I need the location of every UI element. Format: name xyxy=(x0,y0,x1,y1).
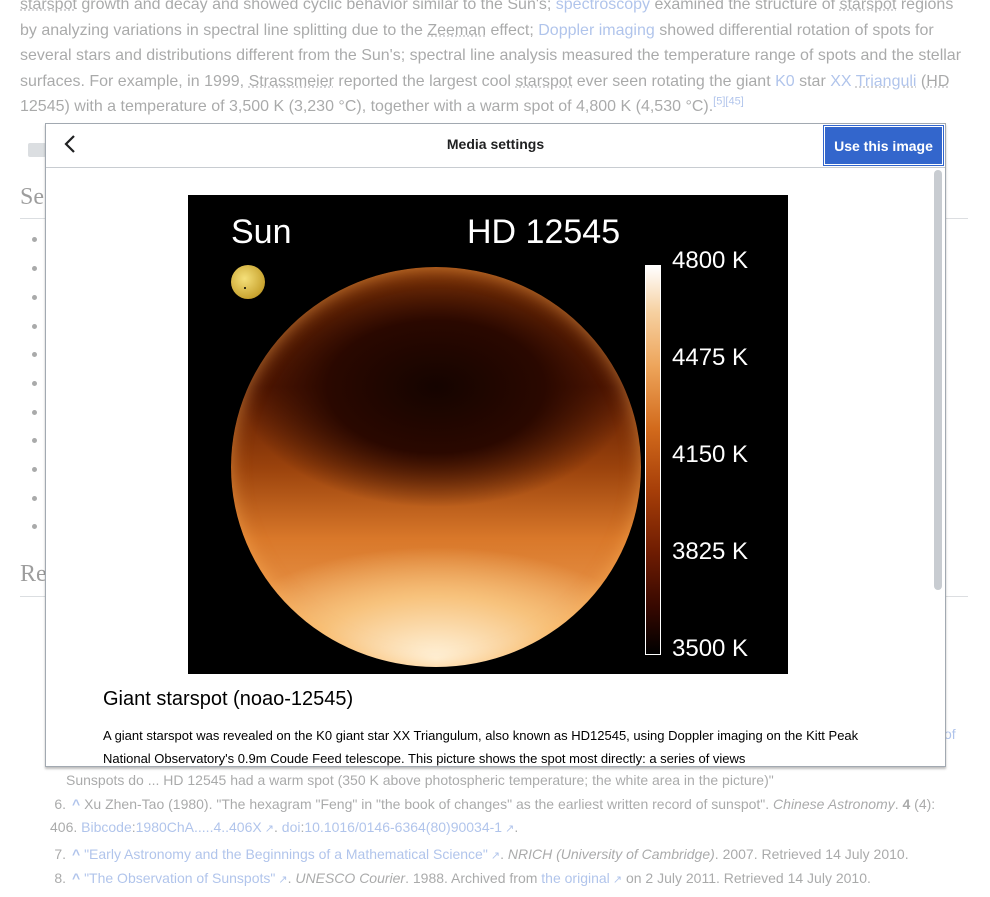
paragraph-text: showed differential rotation of spots fo… xyxy=(20,21,962,90)
list-bullet xyxy=(32,467,37,472)
paragraph-text: ever seen rotating the giant xyxy=(572,72,776,90)
reference-number: 6. xyxy=(54,796,66,812)
article-paragraph: starspot growth and decay and showed cyc… xyxy=(20,0,970,120)
paragraph-text: 12545) with a temperature of 3,500 K (3,… xyxy=(20,98,714,115)
image-placeholder-icon xyxy=(28,143,46,157)
reference-text: Xu Zhen-Tao (1980). "The hexagram "Feng"… xyxy=(80,796,774,812)
colorbar-label: 3825 K xyxy=(672,538,749,565)
media-settings-dialog: Media settings Use this image Sun HD 125… xyxy=(45,123,946,767)
reference-item: 6. ^ Xu Zhen-Tao (1980). "The hexagram "F… xyxy=(50,793,960,841)
reference-item: 7. ^ "Early Astronomy and the Beginnings … xyxy=(50,843,970,868)
image-caption-title: Giant starspot (noao-12545) xyxy=(103,688,354,710)
reference-item: 8. ^ "The Observation of Sunspots" ↗. UNE… xyxy=(50,867,970,892)
list-bullet xyxy=(32,324,37,329)
list-bullet xyxy=(32,438,37,443)
paragraph-text: Strassmeier xyxy=(248,72,334,90)
sun-icon xyxy=(231,265,265,299)
paragraph-link[interactable]: K0 xyxy=(775,72,795,90)
star-disc xyxy=(231,267,641,667)
list-bullet xyxy=(32,381,37,386)
paragraph-text: starspot xyxy=(20,0,77,13)
external-link-icon[interactable]: ↗ xyxy=(609,874,623,886)
reference-link[interactable]: doi xyxy=(281,819,301,835)
list-bullet xyxy=(32,295,37,300)
reference-text: : xyxy=(300,819,305,835)
reference-5-tail: Sunspots do ... HD 12545 had a warm spot… xyxy=(66,772,774,788)
reference-text: . xyxy=(500,846,508,862)
paragraph-text: growth and decay and showed cyclic behav… xyxy=(76,0,556,13)
reference-text: . 1988. Archived from xyxy=(405,870,542,886)
paragraph-text: starspot xyxy=(515,72,573,90)
list-bullet xyxy=(32,237,37,242)
reference-link[interactable]: "The Observation of Sunspots" xyxy=(84,870,276,886)
external-link-icon[interactable]: ↗ xyxy=(502,823,515,835)
dialog-body: Sun HD 12545 4800 K 4475 K 4150 K 3825 K… xyxy=(46,168,945,766)
reference-backlink[interactable]: ^ xyxy=(72,796,81,812)
colorbar-label: 4150 K xyxy=(672,441,749,468)
reference-text: . xyxy=(514,819,519,835)
paragraph-text: starspot xyxy=(839,0,897,13)
chevron-left-icon xyxy=(63,134,77,159)
list-bullet xyxy=(32,524,37,529)
image-caption-text: A giant starspot was revealed on the K0 … xyxy=(103,728,859,766)
reference-text: Chinese Astronomy xyxy=(773,796,895,812)
colorbar-label: 4800 K xyxy=(672,247,749,274)
paragraph-link[interactable]: [5][45] xyxy=(713,95,744,108)
colorbar-label: 3500 K xyxy=(672,635,749,662)
list-bullet xyxy=(32,496,37,501)
paragraph-text: effect; xyxy=(486,21,539,39)
reference-number: 7. xyxy=(54,846,66,862)
reference-text: . 2007. Retrieved 14 July 2010. xyxy=(714,846,909,862)
image-label-hd12545: HD 12545 xyxy=(467,213,621,251)
use-this-image-button[interactable]: Use this image xyxy=(823,125,944,166)
paragraph-text: examined the structure of xyxy=(650,0,840,13)
reference-text: . xyxy=(287,870,296,886)
temperature-colorbar xyxy=(645,265,661,655)
reference-text: . xyxy=(894,796,903,812)
dialog-scrollbar[interactable] xyxy=(934,170,942,590)
reference-link[interactable]: 10.1016/0146-6364(80)90034-1 xyxy=(304,819,503,835)
external-link-icon[interactable]: ↗ xyxy=(275,874,288,886)
reference-text: on 2 July 2011. Retrieved 14 July 2010. xyxy=(622,870,871,886)
reference-text: (4): 406. xyxy=(50,796,936,835)
paragraph-text: ( xyxy=(916,72,927,90)
list-bullet xyxy=(32,266,37,271)
section-heading-see-also: Se xyxy=(20,184,44,210)
reference-backlink[interactable]: ^ xyxy=(72,870,81,886)
starspot-image: Sun HD 12545 4800 K 4475 K 4150 K 3825 K… xyxy=(188,195,788,674)
reference-text: UNESCO Courier xyxy=(295,870,406,886)
external-link-icon[interactable]: ↗ xyxy=(261,823,274,835)
reference-text: 4 xyxy=(902,796,911,812)
dialog-title: Media settings xyxy=(446,136,545,152)
reference-text: : xyxy=(131,819,136,835)
reference-number: 8. xyxy=(54,870,66,886)
paragraph-link[interactable]: XX xyxy=(830,72,852,90)
reference-link[interactable]: the original xyxy=(541,870,610,886)
paragraph-link[interactable]: Doppler imaging xyxy=(538,21,655,39)
section-heading-references: Re xyxy=(20,561,47,587)
paragraph-text: reported the largest cool xyxy=(333,72,516,90)
reference-link[interactable]: "Early Astronomy and the Beginnings of a… xyxy=(84,846,488,862)
reference-link-stub[interactable]: of xyxy=(944,726,956,742)
reference-text: NRICH (University of Cambridge) xyxy=(507,846,715,862)
external-link-icon[interactable]: ↗ xyxy=(487,850,501,862)
back-button[interactable] xyxy=(54,130,86,162)
reference-link[interactable]: Bibcode xyxy=(81,819,132,835)
colorbar-label: 4475 K xyxy=(672,344,749,371)
image-label-sun: Sun xyxy=(231,213,292,251)
paragraph-text: HD xyxy=(926,72,950,90)
paragraph-text: star xyxy=(794,72,831,90)
reference-link[interactable]: 1980ChA.....4..406X xyxy=(135,819,262,835)
list-bullet xyxy=(32,352,37,357)
paragraph-link[interactable]: spectroscopy xyxy=(555,0,651,13)
reference-backlink[interactable]: ^ xyxy=(72,846,81,862)
dialog-header: Media settings Use this image xyxy=(46,124,945,168)
paragraph-link[interactable]: Trianguli xyxy=(855,72,917,90)
reference-text: . xyxy=(274,819,282,835)
list-bullet xyxy=(32,410,37,415)
paragraph-text: regions by analyzing variations in spect… xyxy=(20,0,954,39)
paragraph-text: Zeeman xyxy=(427,21,487,39)
